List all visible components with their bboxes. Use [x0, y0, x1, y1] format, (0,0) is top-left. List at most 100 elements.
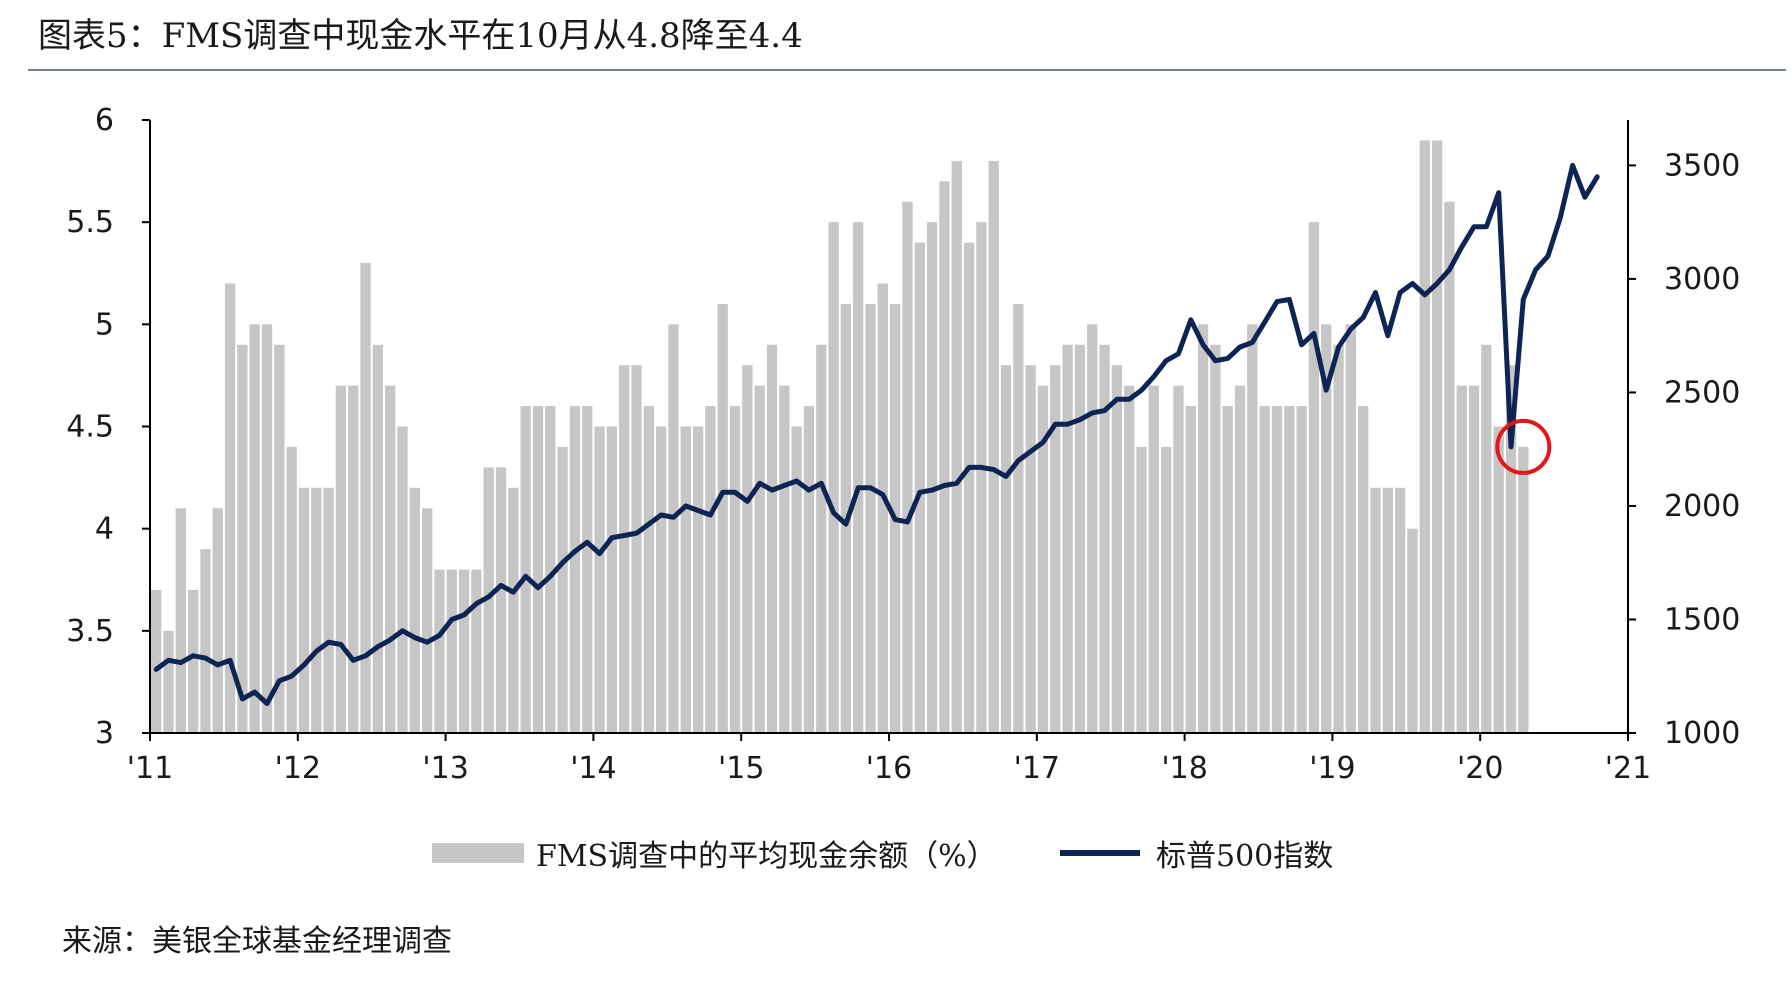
x-tick-label: '15 [718, 751, 764, 786]
bar [914, 242, 925, 733]
bar [335, 385, 347, 733]
bar [976, 222, 987, 734]
bar [1062, 344, 1073, 733]
bar [385, 385, 396, 733]
bar [261, 324, 273, 733]
bar [594, 426, 605, 733]
bar [1099, 344, 1110, 733]
latest-value-highlight-circle [1495, 418, 1552, 475]
bar [1025, 365, 1036, 733]
x-tick-label: '14 [570, 751, 616, 786]
bar [619, 365, 630, 733]
right-tick-label: 3500 [1664, 148, 1740, 183]
bar [1505, 365, 1517, 733]
bar [582, 406, 593, 733]
bar [902, 201, 913, 734]
bar [1074, 344, 1086, 733]
bar [1136, 446, 1147, 733]
bar [557, 446, 568, 733]
bar [1493, 426, 1504, 733]
x-tick-label: '18 [1161, 751, 1207, 786]
bar [1271, 406, 1283, 733]
bar [163, 630, 174, 733]
bar [1013, 303, 1024, 733]
bar [1321, 324, 1332, 733]
x-tick-label: '12 [275, 751, 321, 786]
bar [877, 283, 888, 733]
bar [779, 385, 790, 733]
bar [1087, 324, 1098, 733]
bar [151, 589, 162, 733]
bar [224, 283, 236, 733]
bar [1000, 365, 1012, 733]
bar [372, 344, 384, 733]
bar [569, 406, 581, 733]
bar [200, 549, 211, 733]
bar [1197, 324, 1209, 733]
x-tick-label: '16 [866, 751, 912, 786]
bar [1160, 446, 1172, 733]
bar [1111, 365, 1123, 733]
bar [360, 263, 371, 733]
bar [816, 344, 827, 733]
bar [446, 569, 457, 733]
bar [791, 426, 802, 733]
bar [1148, 385, 1159, 733]
bar [606, 426, 618, 733]
bar [1419, 140, 1430, 733]
x-tick-label: '13 [422, 751, 468, 786]
bar [1234, 385, 1246, 733]
bar [286, 446, 297, 733]
bar [939, 181, 950, 734]
bar [237, 344, 248, 733]
bar [1210, 344, 1221, 733]
bar [545, 406, 556, 733]
chart-title: 图表5：FMS调查中现金水平在10月从4.8降至4.4 [38, 16, 803, 56]
bar [692, 426, 704, 733]
bar [742, 365, 753, 733]
bar [348, 385, 359, 733]
bar [963, 242, 975, 733]
sp500-line-layer [153, 162, 1600, 706]
bar [705, 406, 716, 733]
bar [1481, 344, 1492, 733]
right-tick-label: 3000 [1664, 262, 1740, 297]
bar [1345, 324, 1357, 733]
bar [1222, 406, 1233, 733]
bar [421, 508, 433, 733]
x-tick-label: '17 [1014, 751, 1060, 786]
bar [988, 160, 999, 733]
title-divider [28, 69, 1786, 71]
bar [729, 406, 741, 733]
tick-labels: 3 3.5 4 4.5 5 5.5 6 1000 1500 2000 2500 3000 3500 '11… [66, 103, 1740, 786]
legend: FMS调查中的平均现金余额（%） 标普500指数 [0, 828, 1792, 878]
right-tick-label: 1000 [1664, 716, 1740, 751]
legend-label-line: 标普500指数 [1156, 839, 1334, 874]
bar [409, 487, 420, 733]
left-tick-label: 5.5 [66, 205, 114, 240]
bar [1296, 406, 1307, 733]
bar [1468, 385, 1480, 733]
chart-axes [142, 119, 1636, 741]
legend-item-line: 标普500指数 [1052, 828, 1333, 878]
bar [1370, 487, 1381, 733]
chart-canvas: 3 3.5 4 4.5 5 5.5 6 1000 1500 2000 2500 3000 3500 '11… [66, 103, 1740, 786]
bar [951, 160, 962, 733]
bar [532, 406, 544, 733]
bar [1382, 487, 1393, 733]
x-tick-label: '20 [1457, 751, 1503, 786]
source-note: 来源：美银全球基金经理调查 [62, 924, 452, 959]
bar [655, 426, 667, 733]
bar [1333, 344, 1344, 733]
bar [458, 569, 470, 733]
bar [631, 365, 642, 733]
bar [853, 222, 864, 734]
x-tick-label: '11 [127, 751, 173, 786]
left-tick-label: 3.5 [66, 614, 114, 649]
bar [865, 303, 876, 733]
bar [1247, 324, 1258, 733]
bar [323, 487, 334, 733]
bar [397, 426, 408, 733]
bar [1050, 365, 1061, 733]
x-tick-label: '19 [1309, 751, 1355, 786]
